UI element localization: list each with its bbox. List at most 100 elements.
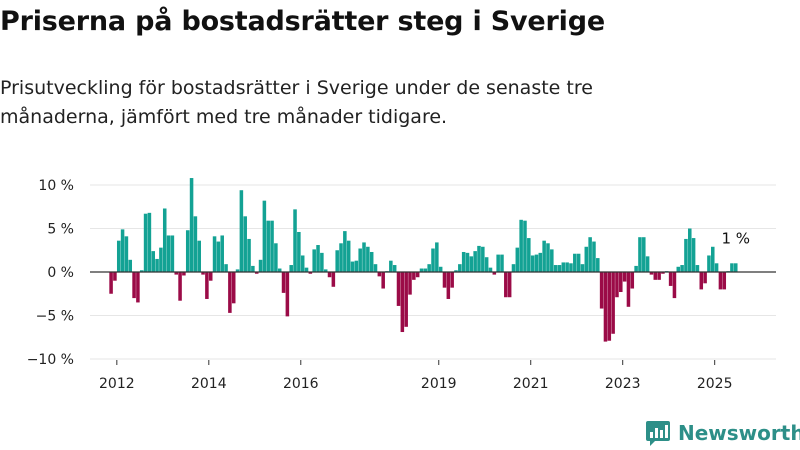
bar: [431, 248, 435, 272]
bar: [254, 272, 259, 274]
bar: [205, 272, 209, 299]
bar: [584, 246, 589, 272]
bar: [323, 269, 328, 272]
bar: [132, 272, 136, 299]
bar: [358, 248, 362, 272]
bar: [312, 249, 316, 272]
bar: [442, 272, 447, 288]
bar: [404, 272, 408, 327]
bar: [281, 272, 286, 293]
bar: [159, 247, 163, 272]
bar: [588, 237, 592, 272]
bar: [136, 272, 140, 303]
bar: [124, 236, 129, 272]
bar: [546, 243, 550, 272]
bar: [147, 212, 152, 272]
bar: [469, 256, 474, 272]
bar: [619, 272, 623, 293]
chart-subtitle: Prisutveckling för bostadsrätter i Sveri…: [0, 77, 593, 128]
bar: [400, 272, 405, 333]
bar: [350, 261, 355, 272]
bar: [182, 272, 186, 276]
bar: [446, 272, 451, 299]
newsworthy-logo-text: Newsworthy: [678, 421, 800, 445]
bar: [139, 270, 144, 272]
bar: [653, 272, 658, 280]
bar: [174, 272, 178, 275]
bar: [642, 237, 646, 272]
bar: [561, 262, 566, 272]
bar: [657, 272, 661, 280]
x-tick-label: 2023: [605, 376, 641, 392]
bar: [224, 264, 228, 272]
bar: [511, 264, 516, 272]
bar: [239, 190, 244, 272]
bar: [373, 264, 378, 272]
bar: [366, 246, 370, 272]
newsworthy-logo[interactable]: Newsworthy: [644, 419, 800, 447]
x-tick-label: 2021: [513, 376, 549, 392]
bar: [113, 272, 117, 281]
bar: [688, 228, 692, 272]
bar: [484, 257, 489, 272]
bar: [235, 269, 240, 272]
bar: [523, 220, 527, 272]
bar: [285, 272, 290, 317]
bar: [343, 231, 347, 272]
x-tick-label: 2016: [283, 376, 319, 392]
x-tick-label: 2014: [191, 376, 227, 392]
bar: [622, 272, 627, 282]
bar: [465, 252, 470, 272]
bar: [212, 236, 217, 272]
bar: [419, 268, 424, 272]
bar: [695, 265, 700, 272]
bar: [377, 272, 382, 277]
bar: [362, 242, 366, 272]
bar: [166, 235, 171, 272]
bar: [607, 272, 612, 341]
bar: [354, 260, 359, 272]
bar: [722, 272, 727, 290]
bar: [615, 272, 619, 298]
bar: [573, 253, 577, 272]
bar: [216, 241, 221, 272]
bar: [638, 237, 642, 272]
bar: [243, 216, 247, 272]
bar: [649, 272, 654, 275]
bar: [151, 251, 155, 272]
bar: [193, 216, 198, 272]
bar: [396, 272, 401, 306]
bar: [297, 231, 301, 272]
bar: [703, 272, 707, 284]
x-tick-label: 2012: [99, 376, 135, 392]
bar: [707, 255, 711, 272]
annotation-label: 1 %: [721, 229, 750, 247]
bar: [461, 251, 466, 272]
bar: [231, 272, 236, 304]
y-tick-label: 10 %: [38, 178, 74, 194]
bar: [316, 245, 320, 272]
bar: [197, 240, 201, 272]
bar: [262, 200, 267, 272]
bar: [592, 241, 596, 272]
bar: [569, 263, 573, 272]
bar: [626, 272, 631, 307]
bar: [580, 264, 585, 272]
newsworthy-logo-icon: [646, 421, 670, 446]
bar: [327, 272, 332, 278]
bar: [435, 242, 439, 272]
bar: [534, 254, 539, 272]
bar: [289, 265, 293, 272]
bar: [519, 219, 523, 272]
x-tick-label: 2019: [421, 376, 457, 392]
bar: [155, 258, 159, 272]
bar: [339, 243, 343, 272]
bar: [668, 272, 673, 286]
bar: [109, 272, 113, 294]
bar: [711, 246, 715, 272]
bar: [691, 238, 696, 272]
bar: [178, 272, 182, 301]
bar: [258, 259, 263, 272]
bar: [676, 266, 681, 272]
